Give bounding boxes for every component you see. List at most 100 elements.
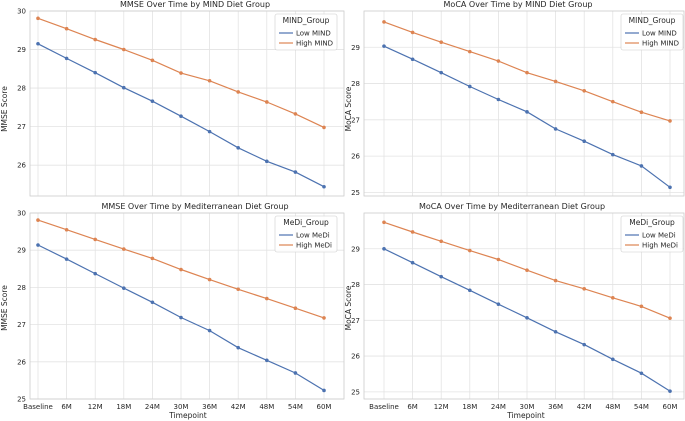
plot-frame bbox=[363, 212, 685, 400]
y-tick-label: 25 bbox=[351, 189, 360, 197]
data-point bbox=[382, 246, 386, 251]
data-point bbox=[611, 295, 615, 300]
y-tick-label: 27 bbox=[351, 317, 360, 325]
plot-area: 25 26 27 28 29 MIND_Group Low MIND High MIND bbox=[351, 10, 685, 197]
data-point bbox=[525, 70, 529, 75]
data-point bbox=[553, 278, 558, 283]
data-point bbox=[639, 304, 644, 309]
y-tick-label: 29 bbox=[351, 44, 360, 52]
data-point bbox=[410, 260, 415, 265]
y-tick-label: 30 bbox=[17, 210, 26, 218]
data-point bbox=[439, 274, 444, 279]
data-point bbox=[265, 159, 269, 164]
x-tick-label: 12M bbox=[88, 403, 103, 411]
data-point bbox=[553, 127, 558, 131]
chart-title: MoCA Over Time by Mediterranean Diet Gro… bbox=[419, 202, 605, 211]
data-point bbox=[93, 70, 97, 75]
data-point bbox=[439, 70, 444, 75]
data-point bbox=[36, 218, 40, 222]
legend: MIND_Group Low MIND High MIND bbox=[620, 13, 684, 51]
data-point bbox=[439, 40, 444, 44]
x-tick-label: 12M bbox=[434, 403, 449, 411]
data-point bbox=[382, 20, 386, 24]
data-point bbox=[668, 185, 672, 190]
data-point bbox=[582, 139, 586, 144]
x-tick-label: 30M bbox=[520, 403, 535, 411]
y-tick-label: 27 bbox=[351, 116, 360, 124]
data-point bbox=[150, 58, 155, 63]
legend-box bbox=[274, 215, 338, 253]
data-point bbox=[150, 99, 155, 103]
legend-title: MeDi_Group bbox=[629, 218, 675, 227]
legend: MeDi_Group Low MeDi High MeDi bbox=[620, 215, 684, 253]
y-tick-label: 27 bbox=[17, 123, 26, 131]
data-point bbox=[553, 329, 558, 334]
x-tick-label: 54M bbox=[634, 403, 649, 411]
data-point bbox=[122, 247, 126, 251]
plot-area: Baseline 6M 12M 18M 24M 30M 36M 42M 48M 54M 60M 25 2… bbox=[351, 212, 685, 411]
y-tick-label: 25 bbox=[17, 396, 26, 404]
data-point bbox=[64, 56, 69, 61]
legend-box bbox=[620, 215, 684, 253]
y-tick-label: 26 bbox=[17, 358, 26, 366]
x-tick-label: 48M bbox=[259, 403, 274, 411]
legend-label: Low MIND bbox=[642, 30, 677, 38]
data-point bbox=[496, 97, 501, 102]
data-point bbox=[382, 44, 386, 48]
data-point bbox=[293, 170, 298, 174]
legend-label: Low MIND bbox=[296, 30, 331, 38]
legend-title: MIND_Group bbox=[629, 16, 676, 25]
x-tick-label: 60M bbox=[317, 403, 332, 411]
legend: MIND_Group Low MIND High MIND bbox=[274, 13, 338, 51]
data-point bbox=[639, 164, 644, 168]
y-axis-label: MMSE Score bbox=[0, 86, 9, 132]
panel-mmse-mind: MMSE Over Time by MIND Diet Group MMSE S… bbox=[0, 0, 345, 197]
data-point bbox=[122, 47, 126, 52]
x-tick-label: 54M bbox=[288, 403, 303, 411]
data-point bbox=[322, 316, 326, 320]
legend-box bbox=[620, 13, 684, 51]
x-tick-label: 48M bbox=[605, 403, 620, 411]
y-tick-label: 28 bbox=[351, 281, 360, 289]
data-point bbox=[582, 287, 586, 291]
x-tick-label: 24M bbox=[145, 403, 160, 411]
data-point bbox=[553, 79, 558, 84]
data-point bbox=[410, 230, 415, 234]
data-point bbox=[468, 248, 472, 253]
y-tick-label: 29 bbox=[351, 245, 360, 253]
data-point bbox=[668, 316, 672, 320]
y-tick-label: 30 bbox=[17, 8, 26, 16]
y-tick-label: 29 bbox=[17, 46, 26, 54]
y-tick-label: 29 bbox=[17, 247, 26, 255]
data-point bbox=[93, 37, 97, 42]
data-point bbox=[410, 57, 415, 62]
data-point bbox=[36, 16, 40, 21]
y-tick-label: 28 bbox=[351, 80, 360, 88]
data-point bbox=[122, 286, 126, 290]
data-point bbox=[468, 288, 472, 293]
y-tick-label: 28 bbox=[17, 284, 26, 292]
x-tick-label: 36M bbox=[548, 403, 563, 411]
x-axis-label: Timepoint bbox=[168, 411, 207, 420]
x-tick-label: 60M bbox=[663, 403, 678, 411]
x-tick-label: 36M bbox=[202, 403, 217, 411]
panel-mmse-medi: MMSE Over Time by Mediterranean Diet Gro… bbox=[0, 202, 345, 420]
legend: MeDi_Group Low MeDi High MeDi bbox=[274, 215, 338, 253]
y-axis-label: MMSE Score bbox=[0, 285, 9, 331]
data-point bbox=[36, 243, 40, 247]
data-point bbox=[439, 239, 444, 244]
data-point bbox=[322, 184, 326, 189]
y-axis-label: MoCA Score bbox=[344, 86, 353, 131]
legend-title: MeDi_Group bbox=[283, 218, 329, 227]
data-point bbox=[179, 315, 183, 320]
y-tick-label: 26 bbox=[351, 353, 360, 361]
legend-label: High MIND bbox=[296, 40, 333, 48]
data-point bbox=[639, 110, 644, 115]
data-point bbox=[639, 371, 644, 376]
data-point bbox=[93, 237, 97, 242]
data-point bbox=[265, 358, 269, 363]
data-point bbox=[179, 71, 183, 75]
legend-label: High MIND bbox=[642, 40, 679, 48]
data-point bbox=[611, 99, 615, 104]
